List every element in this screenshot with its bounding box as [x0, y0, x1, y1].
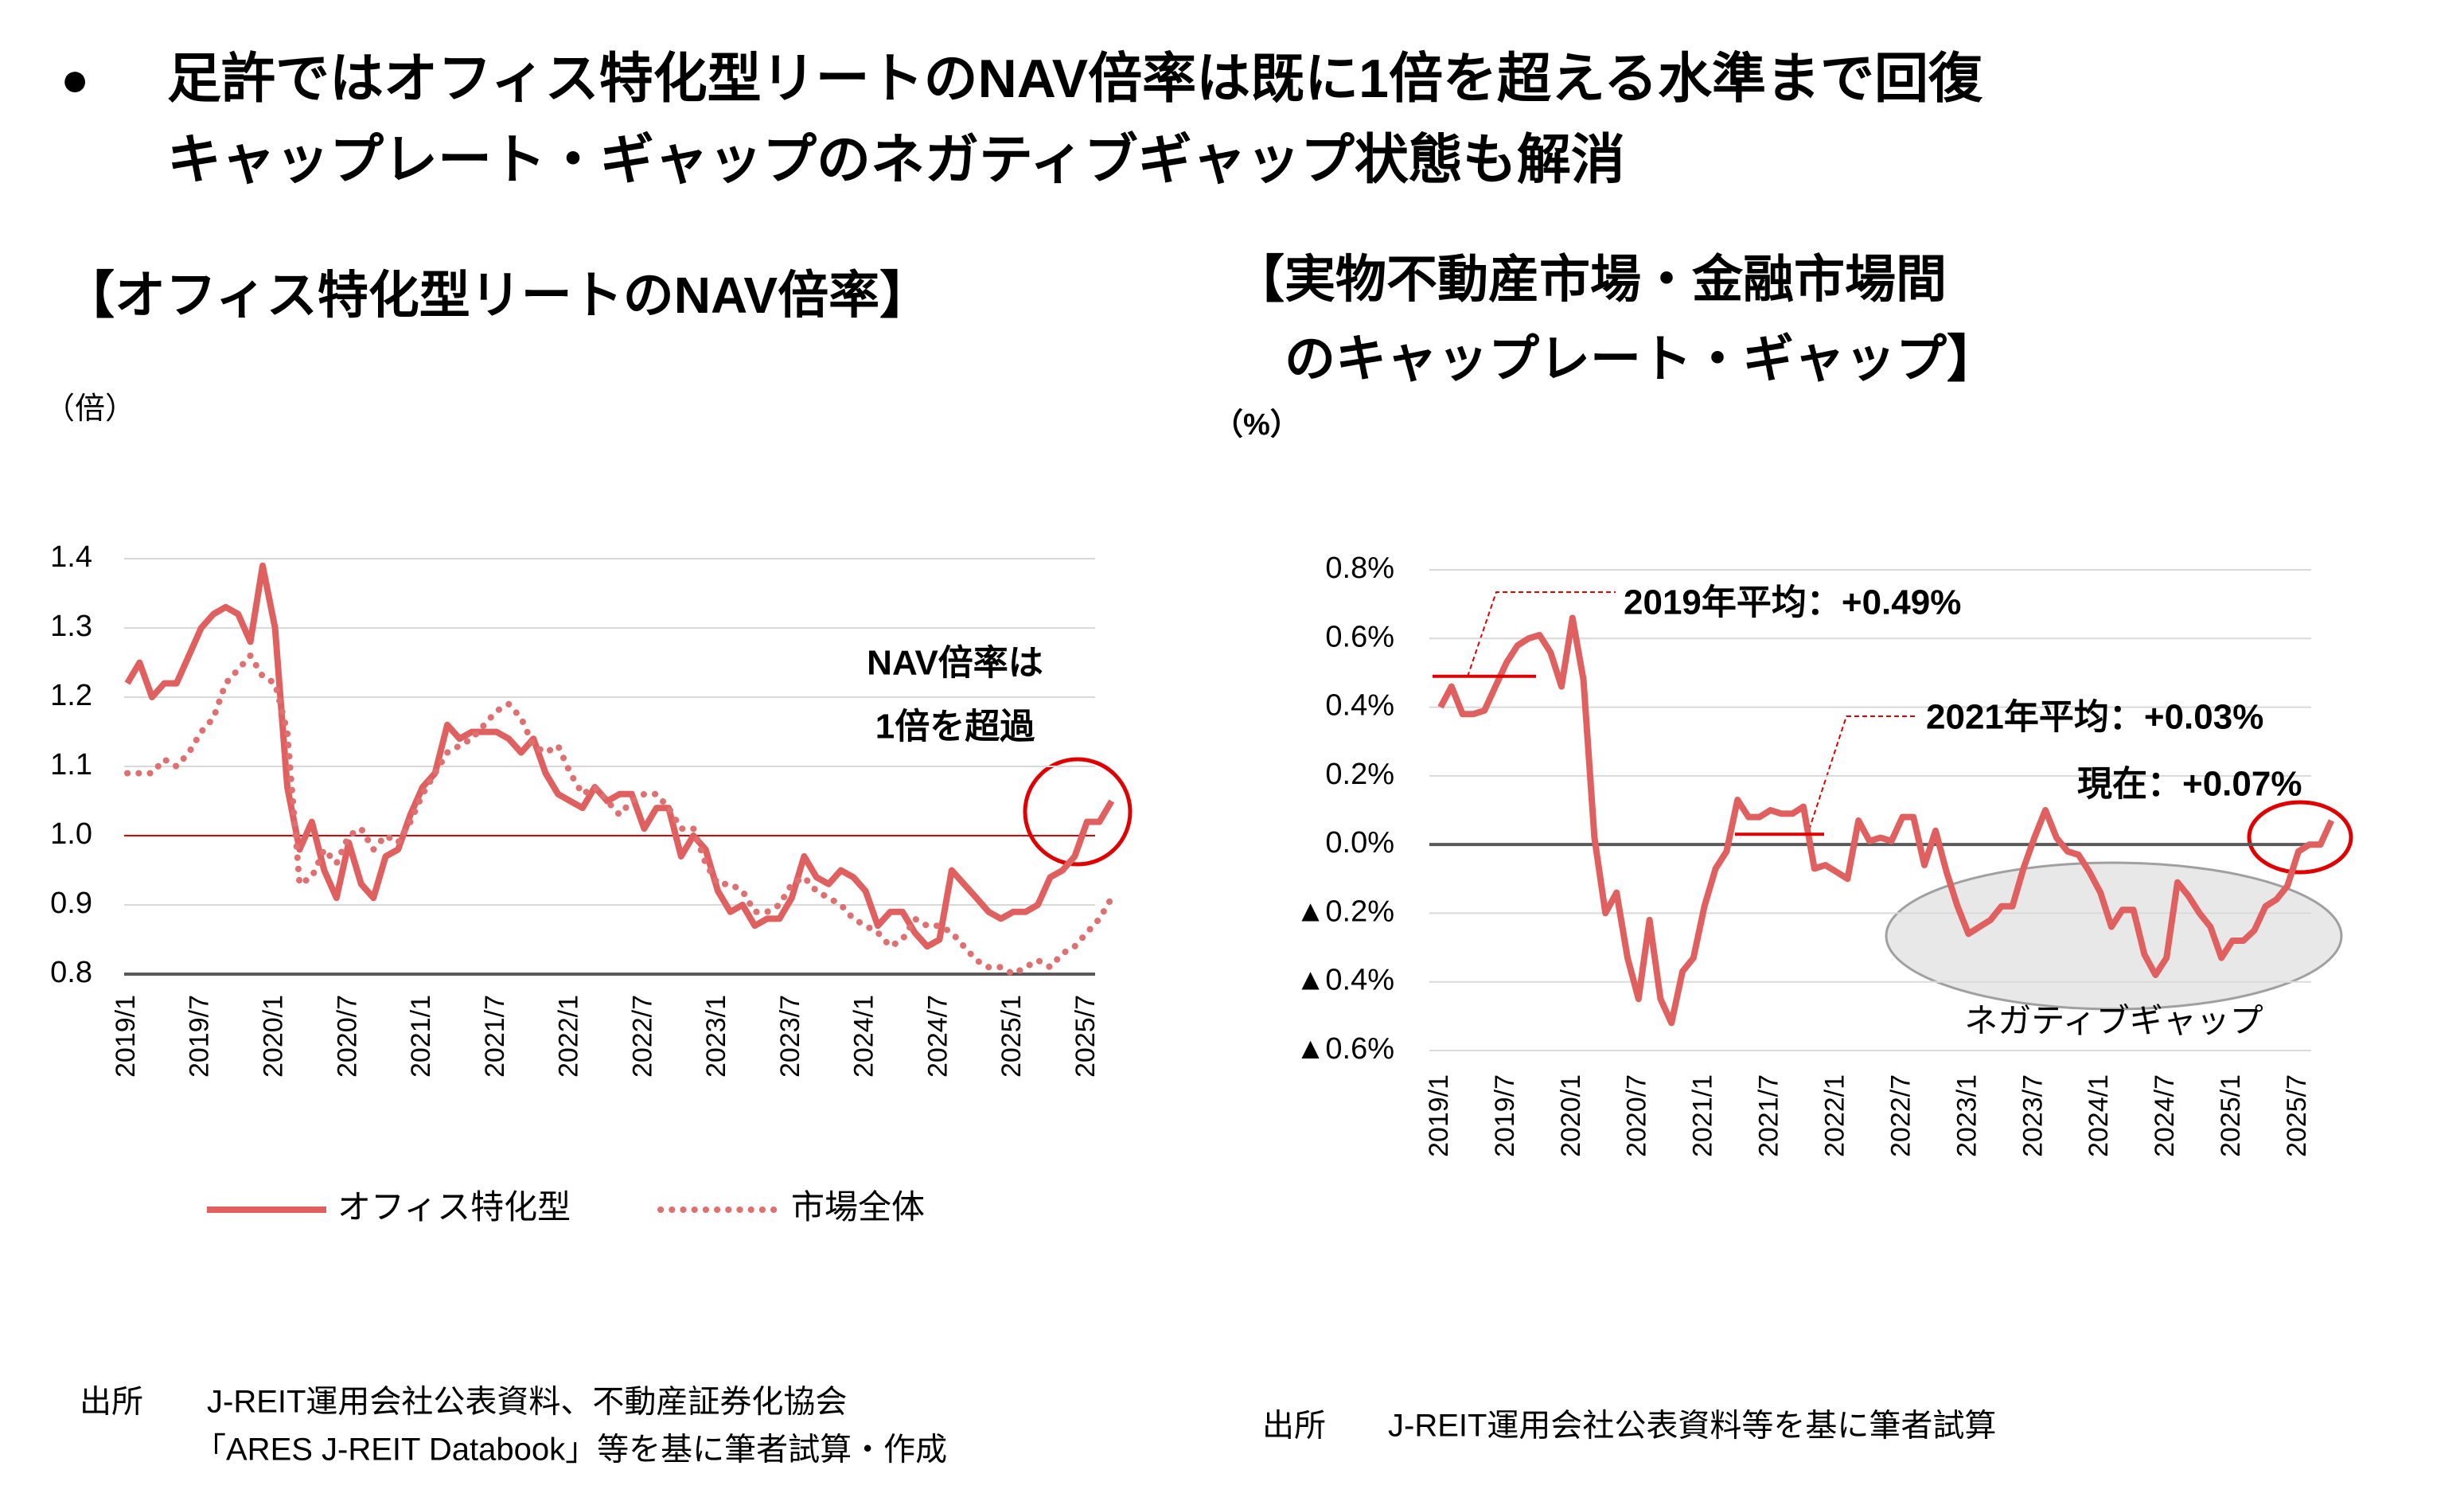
- legend-label: 市場全体: [791, 1188, 925, 1226]
- x-tick-label: 2022/7: [1885, 1074, 1916, 1157]
- source-label: 出所: [80, 1385, 143, 1420]
- x-tick-label: 2020/1: [259, 995, 289, 1078]
- y-tick-label: 1.0: [50, 817, 92, 851]
- annotation: 1倍を超過: [875, 708, 1035, 747]
- annotation: NAV倍率は: [867, 644, 1043, 683]
- series-line: [1437, 614, 2335, 1027]
- x-tick-label: 2021/7: [1754, 1074, 1784, 1157]
- x-tick-label: 2022/1: [1820, 1074, 1850, 1157]
- y-tick-label: 0.6%: [1325, 620, 1394, 653]
- legend-label: オフィス特化型: [337, 1188, 571, 1226]
- x-tick-label: 2022/1: [554, 995, 584, 1078]
- x-tick-label: 2021/1: [1688, 1074, 1718, 1157]
- y-tick-label: 0.2%: [1325, 758, 1394, 791]
- x-tick-label: 2025/1: [2216, 1074, 2246, 1157]
- source-text: J-REIT運用会社公表資料等を基に筆者試算: [1388, 1409, 1996, 1444]
- header-line: キャップレート・ギャップのネガティブギャップ状態も解消: [167, 130, 1625, 190]
- average-label: 2019年平均：+0.49%: [1624, 583, 1961, 622]
- series-line: [124, 562, 1115, 950]
- y-axis-unit: （倍）: [45, 392, 135, 426]
- x-tick-label: 2022/7: [627, 995, 657, 1078]
- x-tick-label: 2024/7: [2150, 1074, 2180, 1157]
- y-tick-label: ▲0.6%: [1296, 1032, 1394, 1066]
- x-tick-label: 2025/7: [1070, 995, 1101, 1078]
- series-line: [124, 652, 1115, 977]
- y-tick-label: 0.9: [50, 887, 92, 920]
- x-tick-label: 2020/1: [1556, 1074, 1586, 1157]
- y-tick-label: 0.0%: [1325, 826, 1394, 860]
- y-tick-label: ▲0.2%: [1296, 895, 1394, 928]
- highlight-circle: [2247, 800, 2353, 875]
- annotation: ネガティブギャップ: [1964, 1002, 2263, 1039]
- x-tick-label: 2019/7: [1490, 1074, 1520, 1157]
- chart-title: 【オフィス特化型リートのNAV倍率】: [64, 267, 930, 324]
- y-tick-label: 0.8%: [1325, 552, 1394, 585]
- x-tick-label: 2023/1: [1951, 1074, 1982, 1157]
- leader-line: [1467, 591, 1616, 677]
- highlight-circle: [1023, 757, 1133, 867]
- x-tick-label: 2023/7: [2018, 1074, 2048, 1157]
- x-tick-label: 2020/7: [1622, 1074, 1652, 1157]
- y-tick-label: 0.4%: [1325, 689, 1394, 723]
- source-text: 「ARES J-REIT Databook」等を基に筆者試算・作成: [194, 1433, 947, 1468]
- x-tick-label: 2025/7: [2282, 1074, 2312, 1157]
- x-tick-label: 2023/7: [775, 995, 805, 1078]
- x-tick-label: 2021/1: [406, 995, 436, 1078]
- header-line: 足許ではオフィス特化型リートのNAV倍率は既に1倍を超える水準まで回復: [167, 49, 1983, 109]
- x-tick-label: 2023/1: [701, 995, 731, 1078]
- x-tick-label: 2019/7: [185, 995, 215, 1078]
- source-text: J-REIT運用会社公表資料、不動産証券化協会: [207, 1385, 847, 1420]
- y-tick-label: ▲0.4%: [1296, 964, 1394, 997]
- y-tick-label: 1.3: [50, 610, 92, 643]
- x-tick-label: 2019/1: [111, 995, 141, 1078]
- y-axis-unit: （%）: [1213, 408, 1300, 442]
- x-tick-label: 2020/7: [332, 995, 362, 1078]
- x-tick-label: 2024/1: [849, 995, 879, 1078]
- y-tick-label: 1.1: [50, 748, 92, 782]
- chart-title: 【実物不動産市場・金融市場間: [1234, 251, 1947, 308]
- source-label: 出所: [1262, 1409, 1326, 1444]
- bullet: ●: [60, 53, 89, 106]
- x-tick-label: 2019/1: [1424, 1074, 1454, 1157]
- y-tick-label: 0.8: [50, 956, 92, 989]
- x-tick-label: 2024/7: [922, 995, 953, 1078]
- negative-gap-area: [1885, 861, 2343, 1011]
- y-tick-label: 1.2: [50, 679, 92, 712]
- chart-title: のキャップレート・ギャップ】: [1234, 330, 1998, 388]
- average-label: 2021年平均：+0.03%: [1926, 698, 2263, 737]
- leader-line: [1806, 715, 1918, 838]
- annotation: 現在：+0.07%: [2077, 765, 2302, 804]
- x-tick-label: 2025/1: [996, 995, 1027, 1078]
- y-tick-label: 1.4: [50, 540, 92, 574]
- x-tick-label: 2024/1: [2084, 1074, 2114, 1157]
- x-tick-label: 2021/7: [480, 995, 510, 1078]
